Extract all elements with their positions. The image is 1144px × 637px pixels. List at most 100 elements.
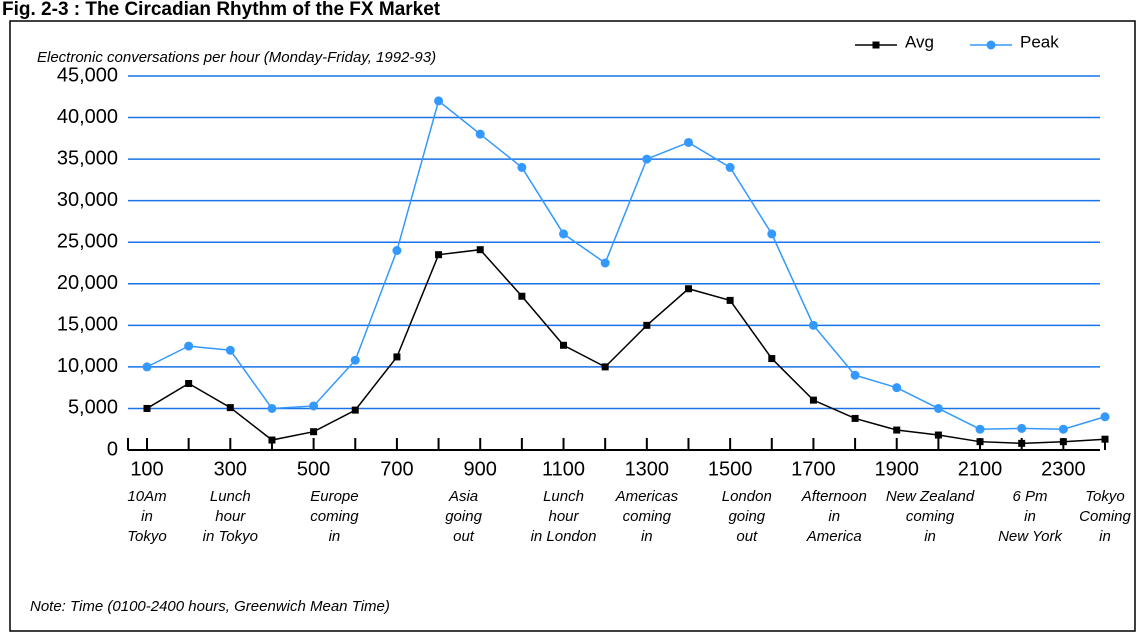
marker (643, 321, 651, 329)
x-tick-label: 1100 (542, 458, 585, 480)
line (146, 99, 1106, 430)
marker (393, 353, 401, 361)
legend-label: Avg (905, 32, 934, 51)
legend-label: Peak (1020, 32, 1059, 51)
marker (434, 96, 444, 106)
y-tick-label: 25,000 (57, 231, 118, 253)
marker (267, 403, 277, 413)
marker (517, 162, 527, 172)
annotation: going (728, 508, 765, 525)
marker (392, 246, 402, 256)
marker (435, 251, 443, 259)
marker (684, 285, 692, 293)
marker (350, 355, 360, 365)
y-tick-label: 35,000 (57, 147, 118, 169)
line (146, 248, 1106, 445)
annotation: 6 Pm (1013, 488, 1048, 505)
marker (600, 258, 610, 268)
marker (226, 404, 234, 412)
x-tick-label: 1700 (791, 458, 836, 480)
annotation: Coming (1079, 508, 1131, 525)
marker (475, 129, 485, 139)
marker (726, 296, 734, 304)
x-tick-label: 1500 (708, 458, 753, 480)
marker (559, 229, 569, 239)
annotation: London (722, 488, 772, 505)
annotation: in (1024, 508, 1036, 525)
note: Note: Time (0100-2400 hours, Greenwich M… (30, 598, 390, 615)
annotation: Europe (310, 488, 358, 505)
marker (1101, 435, 1109, 443)
marker (518, 292, 526, 300)
y-tick-label: 10,000 (57, 355, 118, 377)
legend-marker (986, 40, 996, 50)
marker (975, 424, 985, 434)
annotation: Lunch (543, 488, 584, 505)
x-tick-label: 500 (297, 458, 330, 480)
annotation: out (736, 528, 758, 545)
y-tick-label: 20,000 (57, 272, 118, 294)
marker (893, 426, 901, 434)
annotation: going (445, 508, 482, 525)
x-tick-label: 2300 (1041, 458, 1086, 480)
marker (1059, 438, 1067, 446)
annotation: 10Am (127, 488, 166, 505)
marker (934, 431, 942, 439)
marker (1018, 439, 1026, 447)
annotation: hour (215, 508, 246, 525)
annotation: New Zealand (886, 488, 975, 505)
annotation: Afternoon (801, 488, 867, 505)
x-tick-label: 300 (214, 458, 247, 480)
annotation: in (924, 528, 936, 545)
marker (268, 436, 276, 444)
y-tick-label: 15,000 (57, 314, 118, 336)
annotation: New York (998, 528, 1063, 545)
x-tick-label: 900 (464, 458, 497, 480)
marker (768, 355, 776, 363)
marker (767, 229, 777, 239)
marker (184, 341, 194, 351)
marker (1100, 412, 1110, 422)
annotation: in Tokyo (203, 528, 258, 545)
annotation: in (141, 508, 153, 525)
x-tick-label: 700 (380, 458, 413, 480)
x-tick-label: 2100 (958, 458, 1003, 480)
annotation: Americas (615, 488, 679, 505)
annotation: in (641, 528, 653, 545)
annotation: America (806, 528, 862, 545)
annotation: in (1099, 528, 1111, 545)
y-tick-label: 40,000 (57, 106, 118, 128)
marker (933, 403, 943, 413)
marker (851, 414, 859, 422)
marker (309, 401, 319, 411)
annotation: Tokyo (1085, 488, 1124, 505)
annotation: in London (531, 528, 597, 545)
marker (351, 406, 359, 414)
y-tick-label: 30,000 (57, 189, 118, 211)
marker (1058, 424, 1068, 434)
x-tick-label: 100 (130, 458, 163, 480)
marker (1017, 423, 1027, 433)
annotation: in (329, 528, 341, 545)
marker (892, 383, 902, 393)
annotation: in (828, 508, 840, 525)
x-tick-label: 1300 (625, 458, 670, 480)
chart-title: Fig. 2-3 : The Circadian Rhythm of the F… (2, 0, 441, 20)
marker (809, 396, 817, 404)
annotation: coming (623, 508, 672, 525)
frame (9, 20, 1136, 632)
marker (850, 370, 860, 380)
marker (642, 154, 652, 164)
marker (683, 137, 693, 147)
marker (310, 428, 318, 436)
y-tick-label: 0 (107, 438, 118, 460)
y-tick-label: 5,000 (68, 397, 118, 419)
marker (808, 320, 818, 330)
marker (185, 380, 193, 388)
annotation: coming (906, 508, 955, 525)
legend-marker (872, 41, 880, 49)
annotation: Tokyo (127, 528, 166, 545)
marker (601, 363, 609, 371)
y-tick-label: 45,000 (57, 64, 118, 86)
